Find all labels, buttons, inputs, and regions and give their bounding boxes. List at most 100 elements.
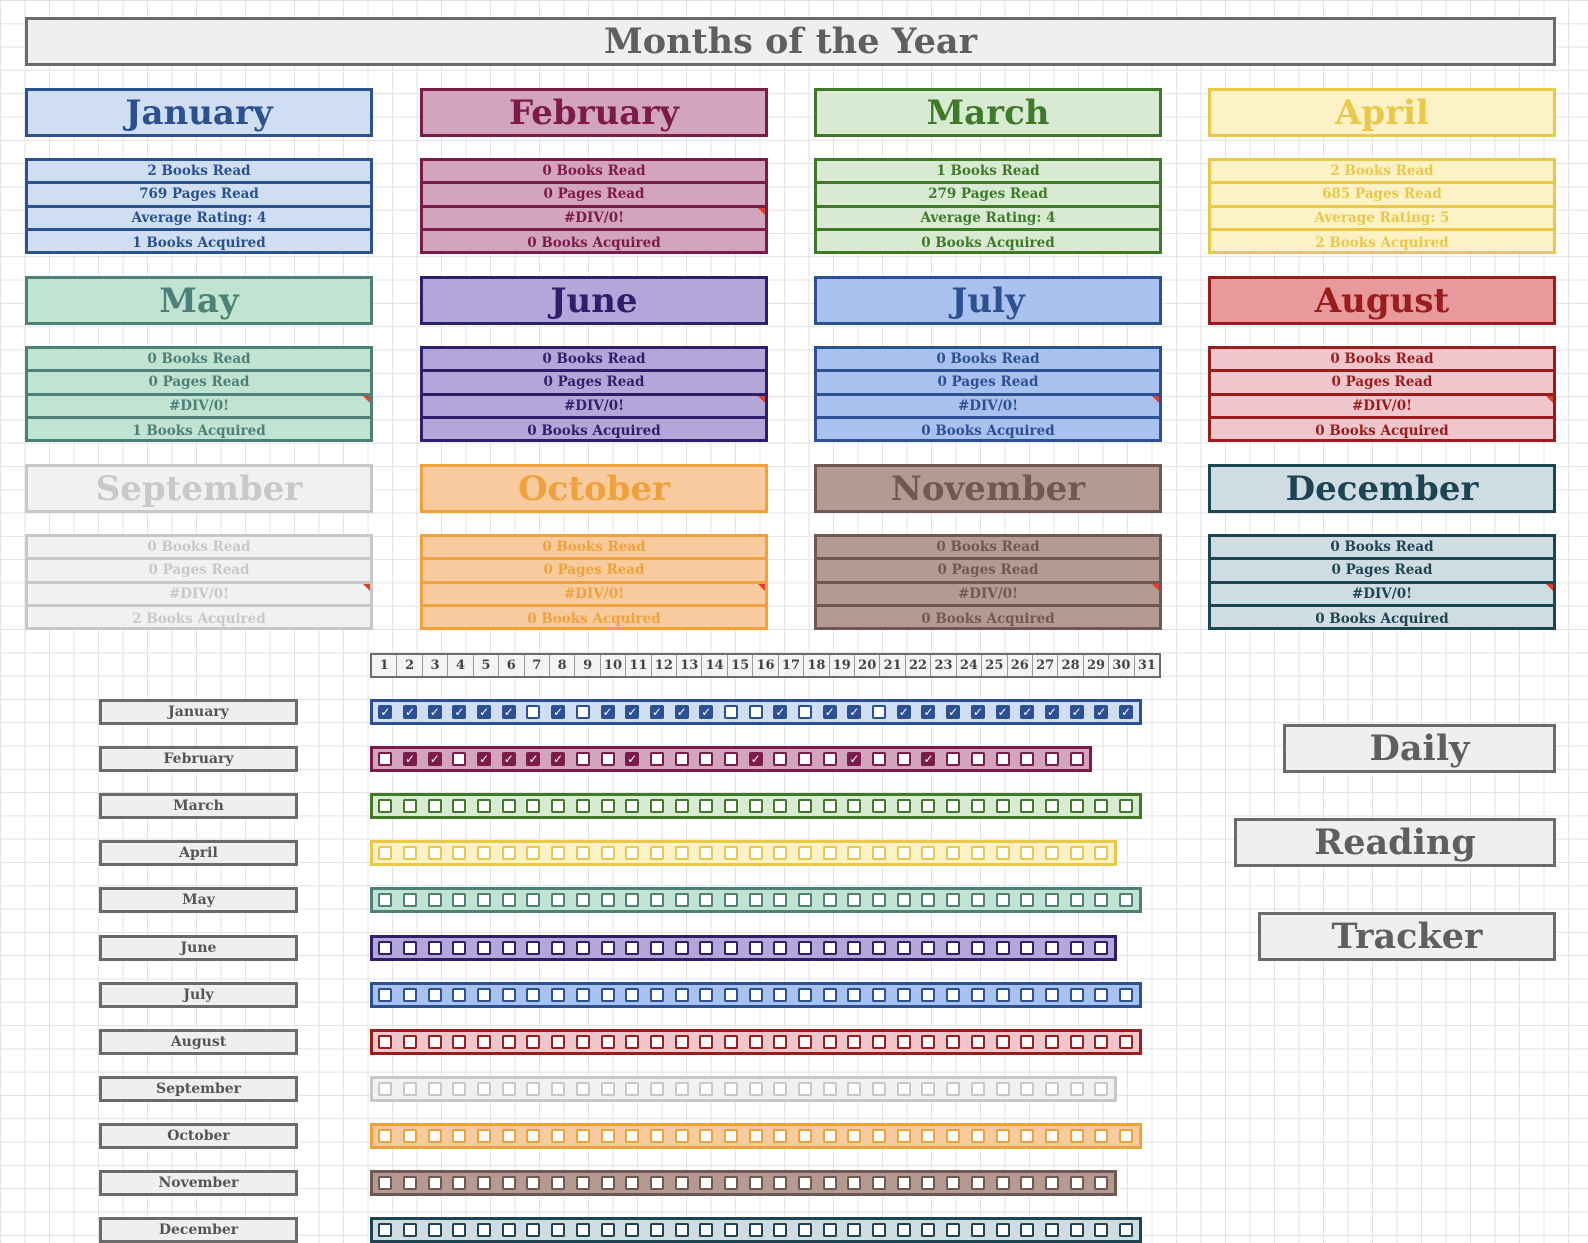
day-checkbox-checked[interactable]: ✓: [551, 705, 566, 719]
day-checkbox[interactable]: [625, 1034, 640, 1049]
stat-row[interactable]: 1 Books Read: [817, 161, 1159, 185]
day-checkbox[interactable]: [723, 940, 738, 955]
day-checkbox[interactable]: [452, 1176, 467, 1190]
day-checkbox[interactable]: [699, 1128, 714, 1143]
day-checkbox[interactable]: [723, 1034, 738, 1049]
day-checkbox[interactable]: [847, 846, 862, 861]
day-checkbox[interactable]: [625, 893, 640, 908]
day-checkbox[interactable]: [822, 1081, 837, 1096]
day-checkbox[interactable]: [723, 893, 738, 908]
day-checkbox[interactable]: [1069, 1176, 1084, 1190]
day-checkbox[interactable]: [699, 752, 714, 767]
day-checkbox[interactable]: [378, 1128, 393, 1143]
day-checkbox[interactable]: [798, 940, 813, 955]
day-checkbox[interactable]: [723, 1128, 738, 1143]
day-checkbox[interactable]: [995, 893, 1010, 908]
stat-row[interactable]: 0 Pages Read: [423, 560, 765, 584]
day-checkbox[interactable]: [921, 987, 936, 1002]
day-checkbox-checked[interactable]: ✓: [427, 752, 442, 767]
stat-row[interactable]: 0 Pages Read: [1211, 560, 1553, 584]
day-checkbox[interactable]: [995, 752, 1010, 767]
day-checkbox[interactable]: [798, 799, 813, 814]
day-checkbox[interactable]: [551, 1034, 566, 1049]
day-checkbox[interactable]: [551, 940, 566, 955]
day-checkbox[interactable]: [1044, 1176, 1059, 1190]
day-checkbox[interactable]: [748, 1223, 763, 1238]
day-checkbox[interactable]: [403, 1081, 418, 1096]
stat-row[interactable]: 0 Pages Read: [28, 560, 370, 584]
day-checkbox[interactable]: [699, 846, 714, 861]
day-checkbox[interactable]: [625, 1128, 640, 1143]
stat-row[interactable]: 0 Pages Read: [817, 372, 1159, 396]
day-checkbox[interactable]: [896, 1176, 911, 1190]
day-checkbox[interactable]: [995, 1176, 1010, 1190]
day-checkbox[interactable]: [847, 1034, 862, 1049]
day-checkbox[interactable]: [1118, 1034, 1133, 1049]
day-checkbox[interactable]: [896, 1223, 911, 1238]
day-checkbox[interactable]: [946, 1081, 961, 1096]
day-checkbox-checked[interactable]: ✓: [378, 705, 393, 719]
day-checkbox[interactable]: [600, 846, 615, 861]
day-checkbox-checked[interactable]: ✓: [1118, 705, 1133, 719]
day-checkbox[interactable]: [674, 799, 689, 814]
stat-row[interactable]: 769 Pages Read: [28, 184, 370, 208]
day-checkbox[interactable]: [378, 1176, 393, 1190]
day-checkbox[interactable]: [403, 940, 418, 955]
day-checkbox[interactable]: [748, 1081, 763, 1096]
day-checkbox[interactable]: [378, 893, 393, 908]
day-checkbox[interactable]: [748, 1176, 763, 1190]
day-checkbox[interactable]: [649, 987, 664, 1002]
day-checkbox[interactable]: [452, 1223, 467, 1238]
day-checkbox[interactable]: [575, 1223, 590, 1238]
day-checkbox[interactable]: [1020, 1128, 1035, 1143]
day-checkbox-checked[interactable]: ✓: [921, 752, 936, 767]
day-checkbox[interactable]: [1118, 799, 1133, 814]
day-checkbox[interactable]: [995, 940, 1010, 955]
day-checkbox[interactable]: [896, 752, 911, 767]
day-checkbox[interactable]: [378, 752, 393, 767]
day-checkbox[interactable]: [872, 1128, 887, 1143]
day-checkbox[interactable]: [946, 893, 961, 908]
day-checkbox[interactable]: [970, 1128, 985, 1143]
day-checkbox[interactable]: [501, 1128, 516, 1143]
stat-row[interactable]: 0 Books Read: [423, 161, 765, 185]
day-checkbox[interactable]: [501, 846, 516, 861]
stat-row[interactable]: 0 Books Read: [817, 349, 1159, 373]
day-checkbox[interactable]: [872, 799, 887, 814]
stat-row[interactable]: #DIV/0!: [423, 207, 765, 231]
day-checkbox[interactable]: [723, 799, 738, 814]
day-checkbox[interactable]: [946, 1176, 961, 1190]
day-checkbox[interactable]: [970, 1034, 985, 1049]
day-checkbox[interactable]: [403, 1034, 418, 1049]
day-checkbox[interactable]: [1044, 987, 1059, 1002]
day-checkbox[interactable]: [699, 1223, 714, 1238]
day-checkbox-checked[interactable]: ✓: [921, 705, 936, 719]
day-checkbox[interactable]: [896, 893, 911, 908]
stat-row[interactable]: 0 Pages Read: [1211, 372, 1553, 396]
day-checkbox[interactable]: [674, 1223, 689, 1238]
day-checkbox[interactable]: [1069, 940, 1084, 955]
day-checkbox[interactable]: [699, 940, 714, 955]
day-checkbox[interactable]: [798, 705, 813, 719]
day-checkbox-checked[interactable]: ✓: [847, 705, 862, 719]
day-checkbox[interactable]: [575, 846, 590, 861]
stat-row[interactable]: 0 Books Read: [28, 349, 370, 373]
day-checkbox[interactable]: [748, 987, 763, 1002]
day-checkbox[interactable]: [1044, 1081, 1059, 1096]
day-checkbox[interactable]: [674, 1081, 689, 1096]
day-checkbox[interactable]: [452, 893, 467, 908]
day-checkbox[interactable]: [847, 940, 862, 955]
day-checkbox[interactable]: [1094, 1128, 1109, 1143]
stat-row[interactable]: 0 Books Acquired: [817, 419, 1159, 442]
day-checkbox[interactable]: [649, 752, 664, 767]
day-checkbox[interactable]: [773, 940, 788, 955]
day-checkbox[interactable]: [526, 987, 541, 1002]
day-checkbox-checked[interactable]: ✓: [970, 705, 985, 719]
day-checkbox-checked[interactable]: ✓: [403, 705, 418, 719]
day-checkbox[interactable]: [995, 799, 1010, 814]
day-checkbox[interactable]: [452, 1034, 467, 1049]
day-checkbox[interactable]: [427, 1176, 442, 1190]
day-checkbox[interactable]: [1044, 1223, 1059, 1238]
day-checkbox[interactable]: [970, 893, 985, 908]
day-checkbox[interactable]: [1069, 1034, 1084, 1049]
